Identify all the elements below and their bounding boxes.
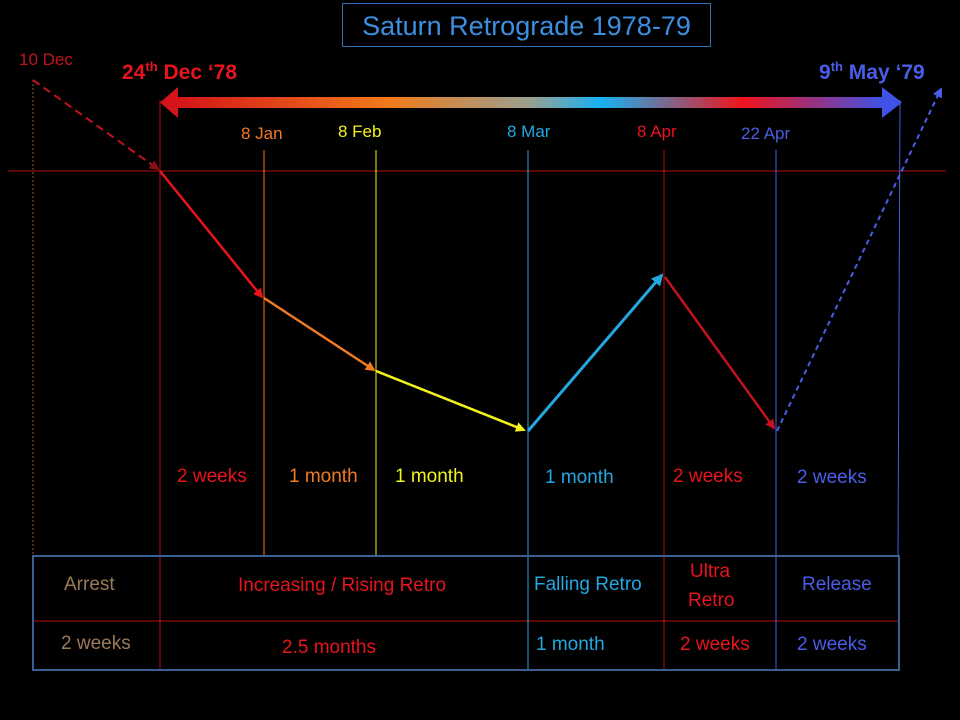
duration-ultra: 2 weeks (673, 466, 743, 487)
divider-9-may (897, 99, 901, 557)
phase-ultra-line1: Ultra (690, 561, 731, 582)
phase-arrest: Arrest (64, 574, 115, 595)
phase-duration-ultra: 2 weeks (680, 634, 750, 655)
timeline-arrow (160, 87, 902, 118)
phase-rising: Increasing / Rising Retro (238, 575, 447, 596)
phase-duration-release: 2 weeks (797, 634, 867, 655)
start-day: 24 (122, 61, 146, 84)
page-title: Saturn Retrograde 1978-79 (342, 3, 711, 47)
date-8-apr: 8 Apr (637, 122, 677, 141)
date-8-feb: 8 Feb (338, 122, 382, 141)
phase-table (32, 555, 900, 671)
label-end-date: 9th May ‘79 (819, 59, 925, 85)
phase-duration-falling: 1 month (536, 634, 605, 655)
phase-duration-arrest: 2 weeks (61, 633, 131, 654)
duration-release: 2 weeks (797, 467, 867, 488)
phase-duration-rising: 2.5 months (282, 637, 376, 658)
duration-feb: 1 month (395, 466, 464, 487)
path-jan (263, 296, 376, 372)
phase-ultra-line2: Retro (688, 590, 735, 611)
date-22-apr: 22 Apr (741, 124, 791, 143)
path-pre-station (32, 79, 160, 171)
end-day-suffix: th (830, 59, 843, 74)
end-day: 9 (819, 61, 831, 84)
duration-jan: 1 month (289, 466, 358, 487)
end-month-year: May ‘79 (842, 61, 925, 84)
phase-release: Release (802, 574, 872, 595)
path-release (776, 87, 943, 432)
path-ultra (663, 276, 776, 430)
date-8-mar: 8 Mar (507, 122, 551, 141)
start-day-suffix: th (145, 59, 158, 74)
path-feb (375, 369, 526, 432)
label-10-dec: 10 Dec (19, 50, 73, 69)
path-falling (526, 273, 664, 432)
date-8-jan: 8 Jan (241, 124, 283, 143)
phase-falling: Falling Retro (534, 574, 642, 595)
path-arrest (159, 170, 264, 299)
label-start-date: 24th Dec ‘78 (122, 59, 237, 85)
start-month-year: Dec ‘78 (157, 61, 238, 84)
duration-arrest: 2 weeks (177, 466, 247, 487)
duration-falling: 1 month (545, 467, 614, 488)
